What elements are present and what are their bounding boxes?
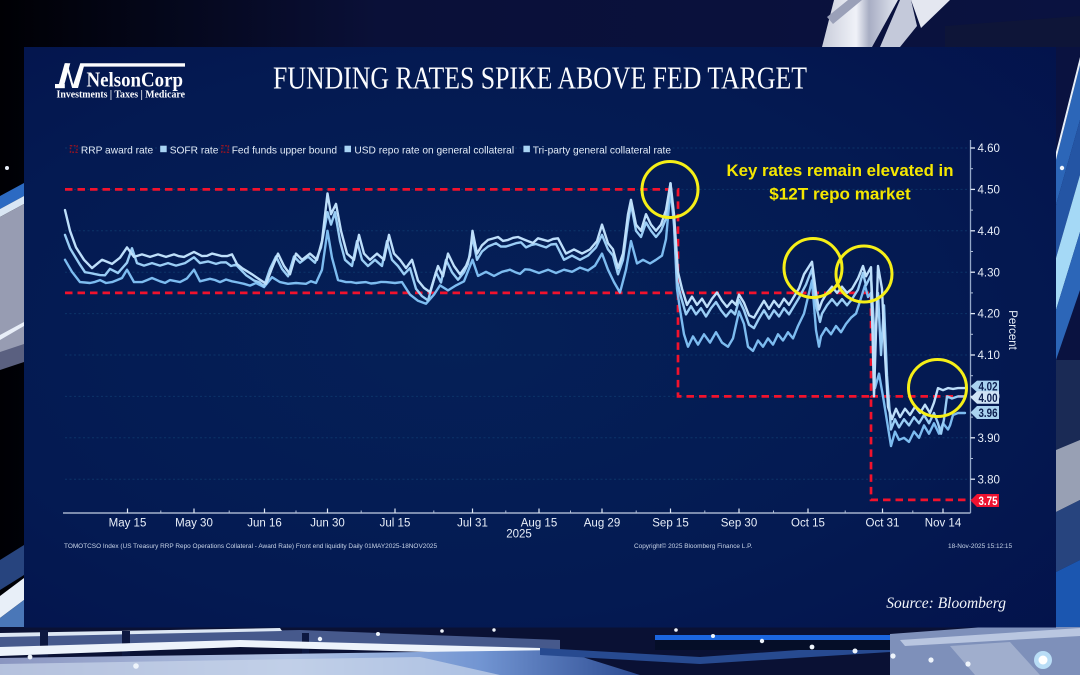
svg-text:Tri-party general collateral r: Tri-party general collateral rate — [533, 146, 672, 157]
svg-text:4.10: 4.10 — [978, 350, 1000, 362]
svg-text:Aug 15: Aug 15 — [521, 517, 557, 529]
svg-text:Aug 29: Aug 29 — [584, 517, 620, 529]
svg-text:Source: Bloomberg: Source: Bloomberg — [886, 595, 1006, 612]
svg-text:Copyright© 2025 Bloomberg Fina: Copyright© 2025 Bloomberg Finance L.P. — [634, 542, 753, 550]
svg-text:SOFR rate: SOFR rate — [170, 146, 219, 157]
svg-text:18-Nov-2025 15:12:15: 18-Nov-2025 15:12:15 — [948, 543, 1012, 550]
svg-text:4.00: 4.00 — [979, 391, 998, 405]
svg-text:4.02: 4.02 — [979, 380, 998, 394]
svg-text:RRP award rate: RRP award rate — [81, 146, 154, 157]
svg-text:3.80: 3.80 — [978, 474, 1000, 486]
svg-text:3.75: 3.75 — [979, 494, 998, 508]
svg-text:2025: 2025 — [506, 529, 532, 541]
svg-text:NelsonCorp: NelsonCorp — [87, 68, 184, 92]
svg-text:Nov 14: Nov 14 — [925, 517, 962, 529]
svg-text:Fed funds upper bound: Fed funds upper bound — [232, 146, 338, 157]
svg-text:Key rates remain elevated in: Key rates remain elevated in — [727, 161, 954, 180]
svg-text:4.20: 4.20 — [978, 309, 1000, 321]
svg-text:May 30: May 30 — [175, 517, 213, 529]
svg-text:USD repo rate on general colla: USD repo rate on general collateral — [354, 146, 514, 157]
svg-text:3.96: 3.96 — [979, 406, 998, 420]
svg-text:Percent: Percent — [1006, 310, 1018, 350]
svg-text:Oct 15: Oct 15 — [791, 517, 825, 529]
svg-text:TOMOTCSO Index (US Treasury RR: TOMOTCSO Index (US Treasury RRP Repo Ope… — [64, 543, 437, 550]
svg-text:Sep 15: Sep 15 — [652, 517, 688, 529]
svg-text:May 15: May 15 — [109, 517, 147, 529]
svg-text:Jun 16: Jun 16 — [247, 517, 282, 529]
svg-text:Investments | Taxes | Medicare: Investments | Taxes | Medicare — [57, 90, 186, 101]
svg-text:Jul 31: Jul 31 — [457, 517, 488, 529]
svg-text:3.90: 3.90 — [978, 433, 1000, 445]
svg-text:Oct 31: Oct 31 — [866, 517, 900, 529]
svg-text:4.50: 4.50 — [978, 185, 1000, 197]
svg-text:4.30: 4.30 — [978, 267, 1000, 279]
svg-text:$12T repo market: $12T repo market — [769, 185, 911, 204]
svg-text:4.60: 4.60 — [978, 143, 1000, 155]
svg-text:4.40: 4.40 — [978, 226, 1000, 238]
svg-text:Jun 30: Jun 30 — [310, 517, 345, 529]
svg-text:FUNDING RATES SPIKE ABOVE FED: FUNDING RATES SPIKE ABOVE FED TARGET — [273, 61, 807, 96]
svg-text:Sep 30: Sep 30 — [721, 517, 757, 529]
svg-text:Jul 15: Jul 15 — [380, 517, 411, 529]
